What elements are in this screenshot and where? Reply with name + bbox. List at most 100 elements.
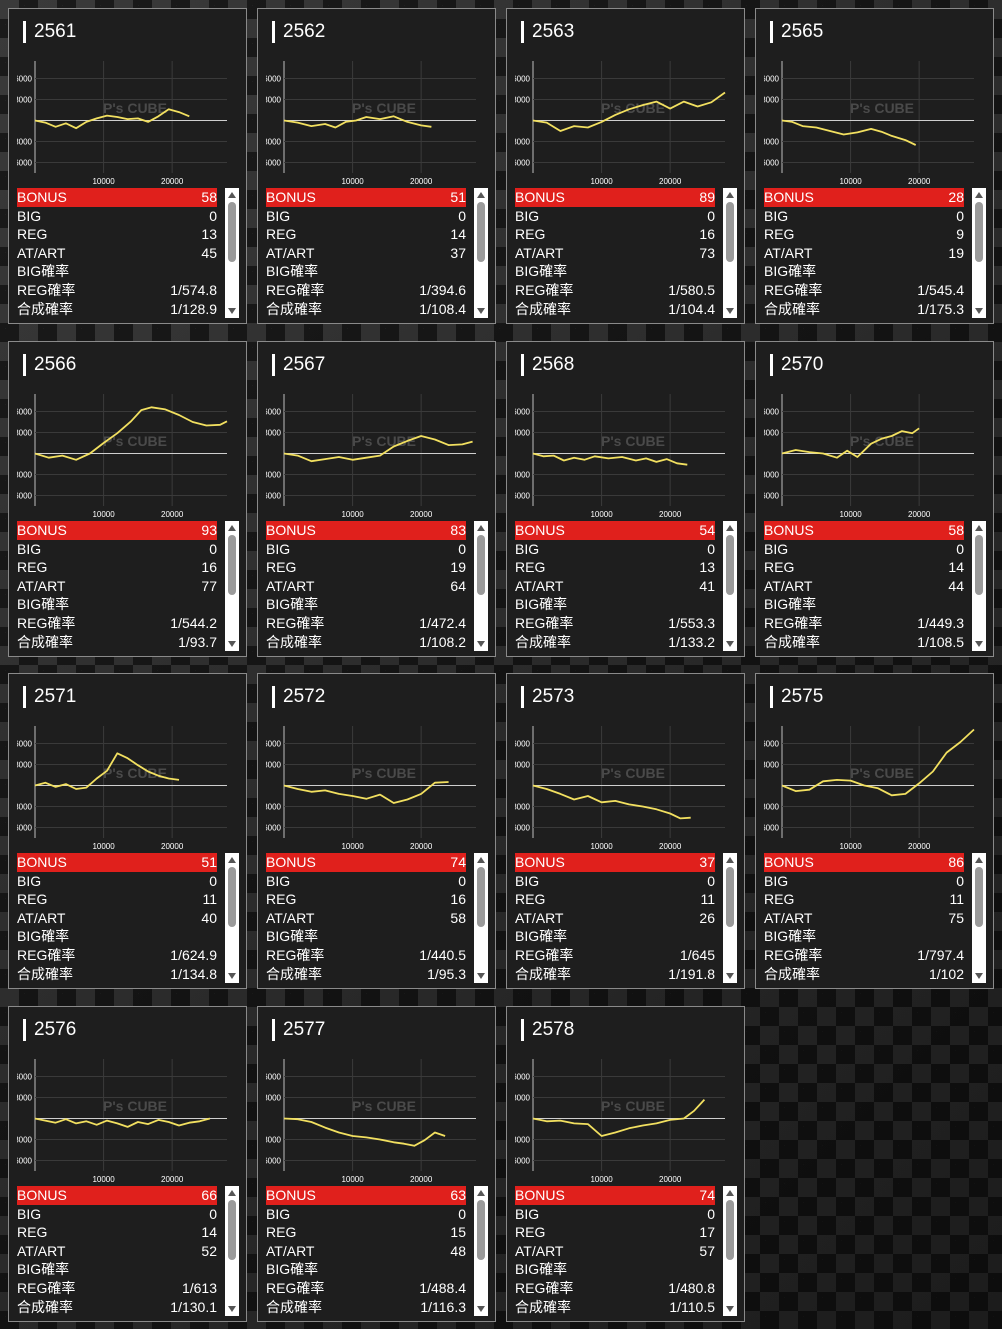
machine-card[interactable]: 2566 P's CUBE 6000 3000 -3000 -6000 10000 20000… (8, 341, 247, 657)
scroll-down-arrow-icon[interactable] (975, 641, 983, 647)
scrollbar-thumb[interactable] (228, 867, 236, 927)
machine-number: 2573 (521, 686, 574, 708)
scroll-down-arrow-icon[interactable] (975, 973, 983, 979)
stats-scrollbar[interactable] (225, 521, 239, 651)
machine-card[interactable]: 2567 P's CUBE 6000 3000 -3000 -6000 10000 20000… (257, 341, 496, 657)
scrollbar-thumb[interactable] (975, 202, 983, 262)
stats-scrollbar[interactable] (723, 188, 737, 318)
machine-card[interactable]: 2576 P's CUBE 6000 3000 -3000 -6000 10000 20000… (8, 1006, 247, 1322)
machine-card[interactable]: 2572 P's CUBE 6000 3000 -3000 -6000 10000 20000… (257, 673, 496, 989)
stats-table[interactable]: BONUS 51 BIG 0 REG 11 AT/ART 40 BIG確率 REG確率 1/624.… (17, 853, 239, 983)
scroll-down-arrow-icon[interactable] (228, 641, 236, 647)
stats-table[interactable]: BONUS 58 BIG 0 REG 14 AT/ART 44 BIG確率 REG確率 1/449.… (764, 521, 986, 651)
scroll-down-arrow-icon[interactable] (726, 1306, 734, 1312)
scrollbar-thumb[interactable] (726, 867, 734, 927)
scroll-up-arrow-icon[interactable] (228, 1190, 236, 1196)
stats-table[interactable]: BONUS 74 BIG 0 REG 16 AT/ART 58 BIG確率 REG確率 1/440.… (266, 853, 488, 983)
stats-scrollbar[interactable] (474, 1186, 488, 1316)
stats-table[interactable]: BONUS 37 BIG 0 REG 11 AT/ART 26 BIG確率 REG確率 1/645 合… (515, 853, 737, 983)
scroll-up-arrow-icon[interactable] (726, 192, 734, 198)
stats-table[interactable]: BONUS 83 BIG 0 REG 19 AT/ART 64 BIG確率 REG確率 1/472.… (266, 521, 488, 651)
scroll-up-arrow-icon[interactable] (726, 857, 734, 863)
scroll-down-arrow-icon[interactable] (726, 973, 734, 979)
scroll-up-arrow-icon[interactable] (726, 1190, 734, 1196)
scroll-down-arrow-icon[interactable] (975, 308, 983, 314)
stats-table[interactable]: BONUS 54 BIG 0 REG 13 AT/ART 41 BIG確率 REG確率 1/553.… (515, 521, 737, 651)
machine-card[interactable]: 2561 P's CUBE 6000 3000 -3000 -6000 10000 20000… (8, 8, 247, 324)
stats-scrollbar[interactable] (972, 188, 986, 318)
stat-value: 74 (699, 1187, 715, 1203)
scrollbar-thumb[interactable] (975, 535, 983, 595)
scrollbar-thumb[interactable] (726, 1200, 734, 1260)
scroll-down-arrow-icon[interactable] (477, 641, 485, 647)
scrollbar-thumb[interactable] (228, 535, 236, 595)
x-tick-label: 20000 (659, 510, 682, 519)
stats-scrollbar[interactable] (723, 521, 737, 651)
stat-label: BONUS (266, 189, 316, 205)
scroll-down-arrow-icon[interactable] (477, 1306, 485, 1312)
stats-table[interactable]: BONUS 93 BIG 0 REG 16 AT/ART 77 BIG確率 REG確率 1/544.… (17, 521, 239, 651)
x-tick-label: 10000 (590, 510, 613, 519)
machine-card[interactable]: 2575 P's CUBE 6000 3000 -3000 -6000 10000 20000… (755, 673, 994, 989)
stats-scrollbar[interactable] (723, 1186, 737, 1316)
machine-card[interactable]: 2565 P's CUBE 6000 3000 -3000 -6000 10000 20000… (755, 8, 994, 324)
stats-scrollbar[interactable] (474, 521, 488, 651)
stat-row-bonus: BONUS 58 (17, 188, 217, 207)
machine-card[interactable]: 2570 P's CUBE 6000 3000 -3000 -6000 10000 20000… (755, 341, 994, 657)
stats-table[interactable]: BONUS 89 BIG 0 REG 16 AT/ART 73 BIG確率 REG確率 1/580.… (515, 188, 737, 318)
stats-scrollbar[interactable] (225, 853, 239, 983)
scroll-up-arrow-icon[interactable] (228, 525, 236, 531)
scroll-up-arrow-icon[interactable] (975, 857, 983, 863)
scroll-up-arrow-icon[interactable] (477, 857, 485, 863)
scroll-up-arrow-icon[interactable] (228, 192, 236, 198)
machine-card[interactable]: 2578 P's CUBE 6000 3000 -3000 -6000 10000 20000… (506, 1006, 745, 1322)
machine-card[interactable]: 2573 P's CUBE 6000 3000 -3000 -6000 10000 20000… (506, 673, 745, 989)
stats-scrollbar[interactable] (225, 1186, 239, 1316)
scroll-up-arrow-icon[interactable] (975, 192, 983, 198)
y-tick-label: -6000 (266, 492, 282, 501)
stats-scrollbar[interactable] (474, 188, 488, 318)
stats-scrollbar[interactable] (225, 188, 239, 318)
scrollbar-thumb[interactable] (228, 202, 236, 262)
scrollbar-thumb[interactable] (477, 867, 485, 927)
machine-card[interactable]: 2562 P's CUBE 6000 3000 -3000 -6000 10000 20000… (257, 8, 496, 324)
scroll-up-arrow-icon[interactable] (726, 525, 734, 531)
scrollbar-thumb[interactable] (477, 202, 485, 262)
scrollbar-thumb[interactable] (228, 1200, 236, 1260)
scroll-up-arrow-icon[interactable] (975, 525, 983, 531)
machine-card[interactable]: 2571 P's CUBE 6000 3000 -3000 -6000 10000 20000… (8, 673, 247, 989)
scroll-down-arrow-icon[interactable] (726, 641, 734, 647)
stat-label: REG確率 (764, 946, 823, 963)
scroll-down-arrow-icon[interactable] (726, 308, 734, 314)
stats-table[interactable]: BONUS 28 BIG 0 REG 9 AT/ART 19 BIG確率 REG確率 1/545.4… (764, 188, 986, 318)
stats-table[interactable]: BONUS 51 BIG 0 REG 14 AT/ART 37 BIG確率 REG確率 1/394.… (266, 188, 488, 318)
machine-card[interactable]: 2568 P's CUBE 6000 3000 -3000 -6000 10000 20000… (506, 341, 745, 657)
scrollbar-thumb[interactable] (975, 867, 983, 927)
stats-scrollbar[interactable] (474, 853, 488, 983)
scrollbar-thumb[interactable] (726, 202, 734, 262)
scroll-up-arrow-icon[interactable] (477, 1190, 485, 1196)
scrollbar-thumb[interactable] (477, 1200, 485, 1260)
stats-table[interactable]: BONUS 66 BIG 0 REG 14 AT/ART 52 BIG確率 REG確率 1/613 合… (17, 1186, 239, 1316)
scroll-down-arrow-icon[interactable] (228, 1306, 236, 1312)
scroll-down-arrow-icon[interactable] (228, 308, 236, 314)
scroll-up-arrow-icon[interactable] (477, 525, 485, 531)
scrollbar-thumb[interactable] (726, 535, 734, 595)
stats-scrollbar[interactable] (972, 853, 986, 983)
stats-table[interactable]: BONUS 86 BIG 0 REG 11 AT/ART 75 BIG確率 REG確率 1/797.… (764, 853, 986, 983)
stats-table[interactable]: BONUS 74 BIG 0 REG 17 AT/ART 57 BIG確率 REG確率 1/480.… (515, 1186, 737, 1316)
scroll-down-arrow-icon[interactable] (477, 308, 485, 314)
scroll-down-arrow-icon[interactable] (228, 973, 236, 979)
machine-card[interactable]: 2577 P's CUBE 6000 3000 -3000 -6000 10000 20000… (257, 1006, 496, 1322)
stats-scrollbar[interactable] (972, 521, 986, 651)
stats-table[interactable]: BONUS 58 BIG 0 REG 13 AT/ART 45 BIG確率 REG確率 1/574.… (17, 188, 239, 318)
stats-scrollbar[interactable] (723, 853, 737, 983)
stats-table[interactable]: BONUS 63 BIG 0 REG 15 AT/ART 48 BIG確率 REG確率 1/488.… (266, 1186, 488, 1316)
stat-label: AT/ART (515, 577, 564, 594)
scroll-up-arrow-icon[interactable] (477, 192, 485, 198)
stat-row-reg: REG 9 (764, 225, 964, 244)
scrollbar-thumb[interactable] (477, 535, 485, 595)
scroll-down-arrow-icon[interactable] (477, 973, 485, 979)
scroll-up-arrow-icon[interactable] (228, 857, 236, 863)
